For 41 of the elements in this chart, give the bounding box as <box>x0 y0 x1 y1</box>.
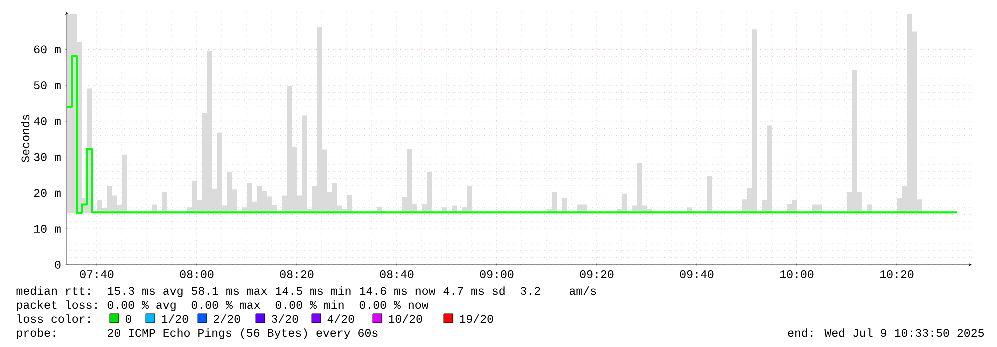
text: 58.1 ms max <box>192 287 268 296</box>
x-tick-label: 10:00 <box>780 270 814 278</box>
text: 0.00 % max <box>192 301 260 310</box>
x-tick-label: 09:00 <box>480 270 514 278</box>
text: 4/20 <box>328 314 354 324</box>
text: 0.00 % avg <box>108 301 176 312</box>
x-tick-label: 07:40 <box>80 270 114 278</box>
text: 3/20 <box>272 314 298 324</box>
text: 2/20 <box>214 314 240 324</box>
text: 15.3 ms avg <box>108 287 183 298</box>
y-tick-label: 30 m <box>34 153 61 162</box>
text: 14.5 ms min <box>276 286 351 296</box>
text: 1/20 <box>162 314 188 324</box>
text: packet loss: <box>17 300 97 312</box>
x-tick-label: 09:40 <box>680 270 714 278</box>
x-tick-label: 08:00 <box>180 270 214 278</box>
y-tick-label: 10 m <box>34 225 61 234</box>
y-tick-label: 0 <box>55 261 61 269</box>
text: end: Wed Jul 9 10:33:50 2025 <box>788 328 984 338</box>
y-axis-title: Seconds <box>21 115 30 162</box>
x-tick-label: 09:20 <box>580 270 614 278</box>
text: 14.6 ms now <box>360 287 436 296</box>
x-tick-label: 10:20 <box>880 270 914 278</box>
text: 0 <box>126 315 132 324</box>
text: loss color: <box>18 314 90 324</box>
x-tick-label: 08:20 <box>280 270 314 278</box>
text: probe: <box>17 328 56 340</box>
text: 10/20 <box>389 314 422 324</box>
y-tick-label: 50 m <box>34 82 61 90</box>
text: 4.7 ms sd <box>444 286 505 296</box>
y-tick-label: 60 m <box>34 46 61 54</box>
x-tick-label: 08:40 <box>380 270 414 278</box>
text: 0.00 % now <box>360 301 429 310</box>
text: am/s <box>570 286 596 296</box>
y-tick-label: 20 m <box>34 189 61 198</box>
text: 3.2 <box>520 287 540 296</box>
text: 20 ICMP Echo Pings (56 Bytes) every 60s <box>108 328 378 340</box>
text: 19/20 <box>460 314 494 324</box>
text: median rtt: <box>16 286 90 296</box>
y-tick-label: 40 m <box>34 118 61 126</box>
text: 0.00 % min <box>276 300 344 310</box>
